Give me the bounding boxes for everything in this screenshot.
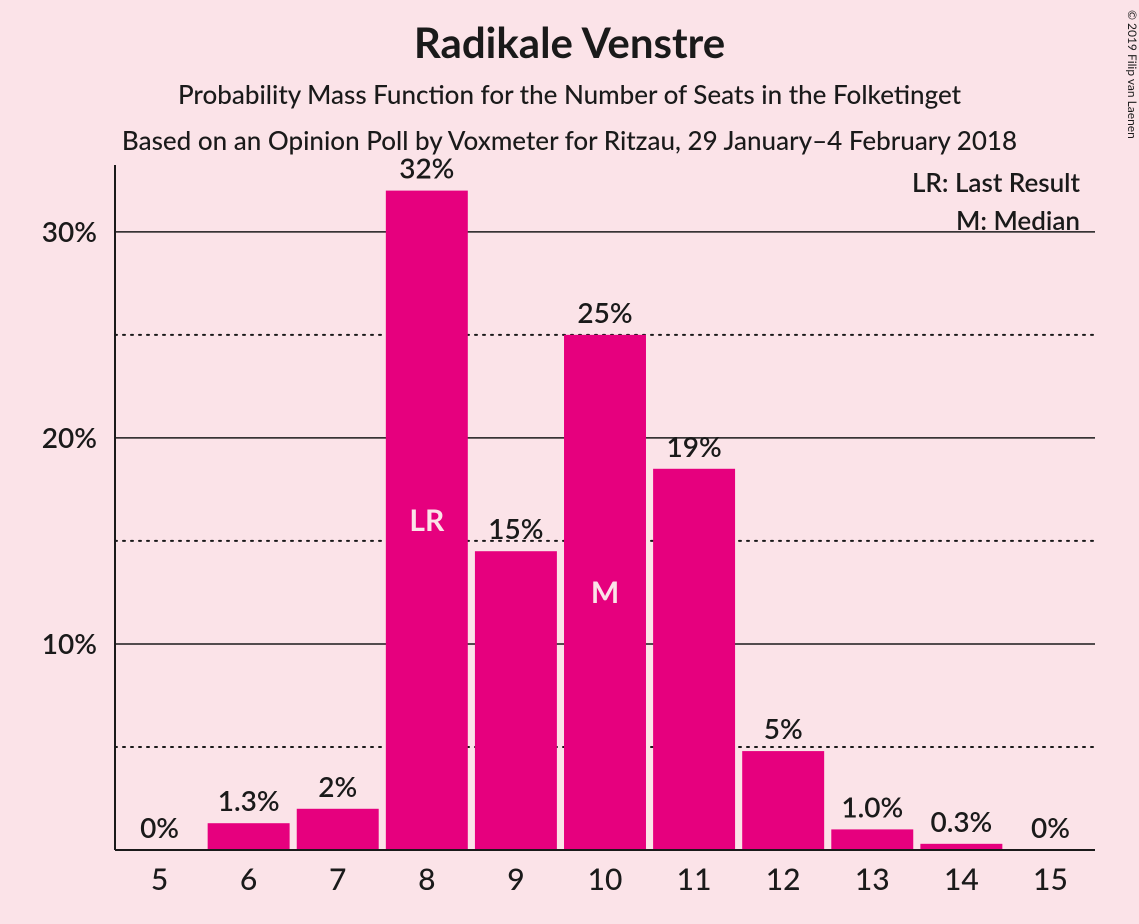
title: Radikale Venstre <box>414 17 725 67</box>
x-tick-label: 6 <box>240 861 257 897</box>
bar-value-label: 2% <box>318 769 357 803</box>
y-tick-label: 10% <box>42 626 97 660</box>
x-tick-label: 15 <box>1033 861 1068 897</box>
x-tick-label: 5 <box>151 861 168 897</box>
bar <box>208 823 290 850</box>
bar-value-label: 1.0% <box>841 789 903 823</box>
x-tick-label: 7 <box>329 861 346 897</box>
bar-value-label: 0% <box>140 810 179 844</box>
bar <box>831 829 913 850</box>
subtitle: Probability Mass Function for the Number… <box>178 78 962 110</box>
bar-value-label: 25% <box>577 295 632 329</box>
legend-item: M: Median <box>956 204 1080 236</box>
bar-marker: LR <box>409 502 445 538</box>
bar-value-label: 15% <box>488 511 543 545</box>
x-tick-label: 10 <box>588 861 623 897</box>
bar <box>742 751 824 850</box>
y-tick-label: 20% <box>42 420 97 454</box>
y-tick-label: 30% <box>42 214 97 248</box>
bar <box>475 551 557 850</box>
bar-value-label: 5% <box>764 711 803 745</box>
bar-value-label: 0.3% <box>930 804 992 838</box>
x-tick-label: 11 <box>677 861 712 897</box>
pmf-chart: 10%20%30%0%51.3%62%732%8LR15%925%10M19%1… <box>0 0 1139 924</box>
x-tick-label: 12 <box>766 861 801 897</box>
copyright: © 2019 Filip van Laenen <box>1125 10 1139 139</box>
x-tick-label: 14 <box>944 861 979 897</box>
x-tick-label: 13 <box>855 861 890 897</box>
bar-value-label: 0% <box>1031 810 1070 844</box>
bar-value-label: 19% <box>666 429 721 463</box>
bar-value-label: 1.3% <box>218 783 280 817</box>
bar <box>653 469 735 850</box>
bar-marker: M <box>591 574 619 610</box>
x-tick-label: 8 <box>418 861 435 897</box>
x-tick-label: 9 <box>507 861 524 897</box>
legend-item: LR: Last Result <box>912 166 1081 198</box>
subtitle: Based on an Opinion Poll by Voxmeter for… <box>122 124 1017 156</box>
bar <box>297 809 379 850</box>
